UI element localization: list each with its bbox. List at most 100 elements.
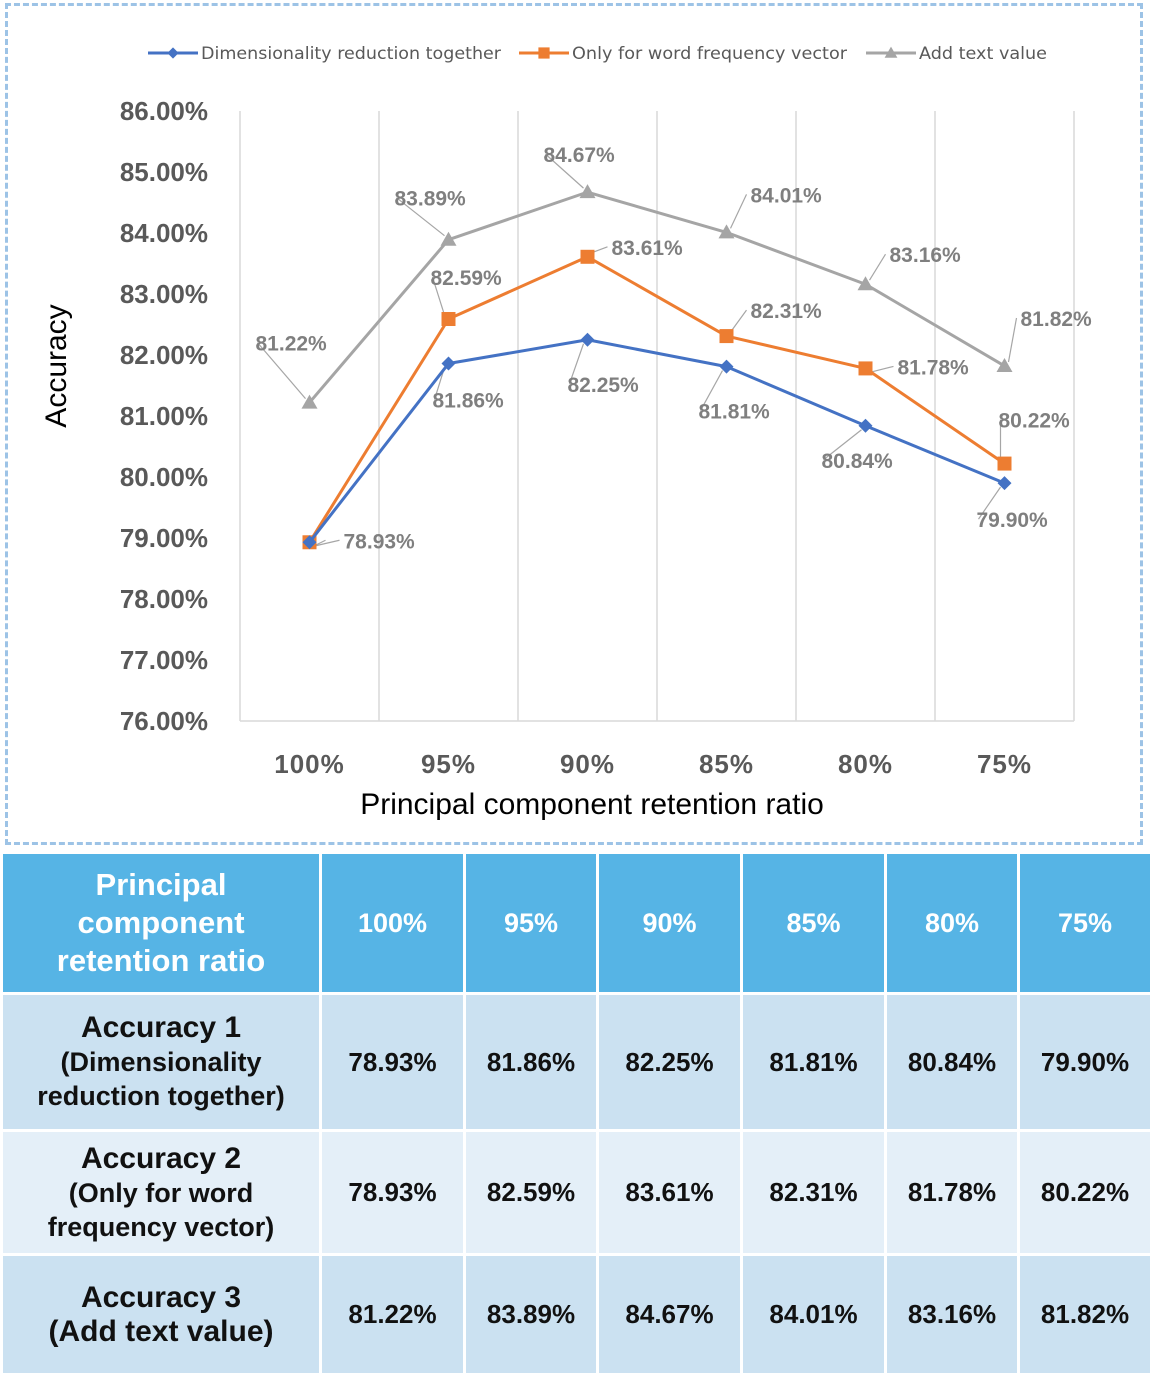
data-label: 79.90%	[977, 509, 1049, 532]
data-point	[580, 332, 595, 347]
table-cell: 78.93%	[319, 992, 466, 1132]
data-label: 80.84%	[822, 450, 894, 473]
data-label: 81.22%	[256, 333, 328, 356]
data-label-leaders	[257, 153, 1018, 547]
label-leader	[699, 370, 724, 411]
label-leader	[396, 197, 445, 237]
data-point	[301, 394, 318, 409]
table-header-row: Principal component retention ratio 100%…	[0, 851, 1150, 995]
label-leader	[868, 253, 887, 281]
table-col-header: 75%	[1017, 851, 1150, 995]
table-row-label: Accuracy 2 (Only for word frequency vect…	[0, 1129, 322, 1256]
data-label: 83.61%	[612, 237, 684, 260]
data-label: 82.59%	[431, 267, 503, 290]
table-cell: 83.61%	[596, 1129, 743, 1256]
data-point	[441, 312, 456, 327]
label-leader	[730, 309, 747, 333]
table-row: Accuracy 2 (Only for word frequency vect…	[0, 1129, 1150, 1256]
header-label-line: retention ratio	[56, 943, 266, 978]
y-tick-label: 86.00%	[120, 96, 208, 126]
data-label: 81.78%	[898, 356, 970, 379]
legend-marker	[884, 46, 898, 58]
legend-label: Add text value	[919, 44, 1047, 64]
x-tick-label: 80%	[838, 749, 893, 779]
series-line	[308, 190, 1006, 404]
data-label: 83.89%	[395, 188, 467, 211]
data-label: 84.67%	[544, 144, 616, 167]
table-col-header: 85%	[740, 851, 887, 995]
table-cell: 80.22%	[1017, 1129, 1150, 1256]
label-leader	[729, 194, 748, 229]
row-label-sub: (Add text value)	[48, 1314, 274, 1348]
data-point	[857, 276, 874, 291]
x-axis-title: Principal component retention ratio	[360, 788, 824, 821]
data-label: 80.22%	[999, 410, 1071, 433]
table-cell: 83.89%	[463, 1253, 599, 1376]
data-label: 82.25%	[568, 374, 640, 397]
series-line	[308, 338, 1006, 544]
data-point	[580, 249, 595, 264]
row-label-sub: frequency vector)	[47, 1211, 275, 1242]
row-label-main: Accuracy 1	[80, 1011, 242, 1044]
table-cell: 84.67%	[596, 1253, 743, 1376]
table-cell: 78.93%	[319, 1129, 466, 1256]
data-point	[719, 329, 734, 344]
table-cell: 83.16%	[884, 1253, 1020, 1376]
row-label-sub: (Only for word	[68, 1177, 254, 1208]
data-point	[858, 418, 873, 433]
label-leader	[313, 539, 340, 547]
table-cell: 82.25%	[596, 992, 743, 1132]
data-point	[858, 361, 873, 376]
table-cell: 82.31%	[740, 1129, 887, 1256]
table-cell: 81.22%	[319, 1253, 466, 1376]
chart-grid	[239, 111, 1075, 722]
table-cell: 80.84%	[884, 992, 1020, 1132]
label-leader	[545, 153, 584, 189]
data-point	[719, 359, 734, 374]
table-row: Accuracy 1 (Dimensionality reduction tog…	[0, 992, 1150, 1132]
y-tick-label: 84.00%	[120, 218, 208, 248]
label-leader	[869, 365, 894, 374]
row-label-main: Accuracy 2	[80, 1141, 242, 1175]
y-tick-label: 76.00%	[120, 706, 208, 736]
table-col-header: 100%	[319, 851, 466, 995]
label-leader	[431, 276, 446, 316]
chart-legend: Dimensionality reduction together Only fo…	[148, 44, 1047, 64]
data-point	[579, 184, 596, 199]
label-leader	[978, 486, 1001, 520]
y-tick-label: 80.00%	[120, 462, 208, 492]
table-cell: 81.82%	[1017, 1253, 1150, 1376]
table-row: Accuracy 3 (Add text value) 81.22% 83.89…	[0, 1253, 1150, 1376]
label-leader	[568, 343, 585, 384]
data-point	[996, 357, 1013, 372]
y-tick-label: 77.00%	[120, 645, 208, 675]
y-axis-title: Accuracy	[40, 304, 73, 427]
series-line	[308, 255, 1006, 544]
data-point	[440, 231, 457, 246]
table-cell: 81.78%	[884, 1129, 1020, 1256]
table-cell: 82.59%	[463, 1129, 599, 1256]
chart-container: Dimensionality reduction together Only fo…	[5, 3, 1143, 845]
table-row-label: Accuracy 3 (Add text value)	[0, 1253, 322, 1376]
x-tick-label: 95%	[421, 749, 476, 779]
table-cell: 81.81%	[740, 992, 887, 1132]
table-cell: 84.01%	[740, 1253, 887, 1376]
y-tick-label: 82.00%	[120, 340, 208, 370]
label-leader	[1007, 317, 1018, 363]
label-leader	[257, 342, 306, 399]
data-label: 84.01%	[751, 184, 823, 207]
table-row-label: Accuracy 1 (Dimensionality reduction tog…	[0, 992, 322, 1132]
header-label-line: Principal	[95, 867, 227, 902]
data-point	[441, 356, 456, 371]
data-labels: 78.93%81.86%82.25%81.81%80.84%79.90%78.9…	[256, 144, 1093, 553]
x-tick-label: 75%	[977, 749, 1032, 779]
data-point	[997, 476, 1012, 491]
label-leader	[823, 429, 862, 461]
legend-label: Only for word frequency vector	[572, 44, 847, 64]
table-cell: 79.90%	[1017, 992, 1150, 1132]
data-point	[718, 224, 735, 239]
data-label: 81.86%	[433, 390, 505, 413]
x-tick-label: 100%	[274, 749, 345, 779]
y-tick-label: 81.00%	[120, 401, 208, 431]
row-label-sub: reduction together)	[37, 1081, 285, 1111]
